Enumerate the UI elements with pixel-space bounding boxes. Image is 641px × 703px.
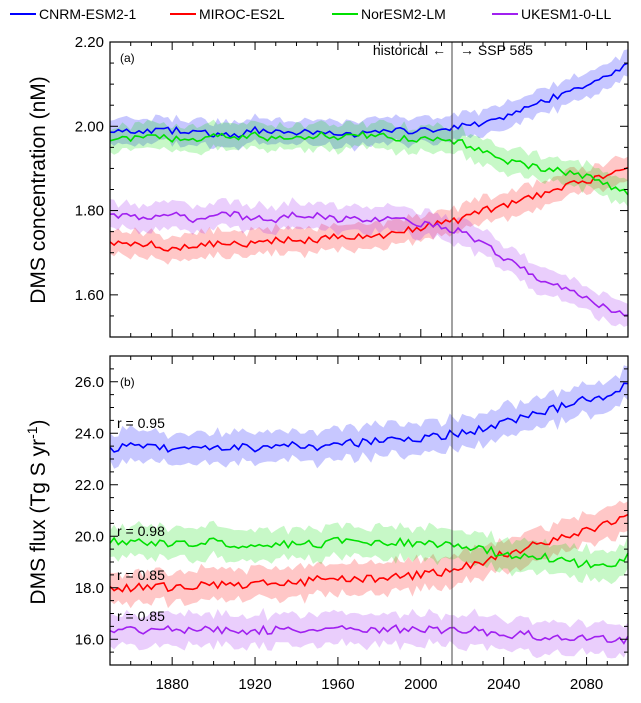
ytick-label-b: 18.0 <box>75 580 104 597</box>
band-a-noresm2-lm <box>110 119 628 207</box>
panel-b-ylabel-main: DMS flux (Tg S yr <box>27 439 50 605</box>
ytick-label-b: 26.0 <box>75 374 104 391</box>
xtick-label-b: 1920 <box>238 676 271 693</box>
band-a-cnrm-esm2-1 <box>110 49 628 152</box>
band-b-ukesm1-0-ll <box>110 607 628 659</box>
panel-b-ticks: 16.0 18.0 20.0 22.0 24.0 26.0 1880 1920 1960 2000… <box>75 355 629 693</box>
panel-a-lines <box>109 62 629 317</box>
series-line-b-noresm2-lm <box>109 536 629 569</box>
xtick-label-b: 2040 <box>487 676 520 693</box>
band-b-cnrm-esm2-1 <box>110 365 628 469</box>
panel-a-ticks: 1.60 1.80 2.00 2.20 <box>75 34 629 338</box>
panel-a-label: (a) <box>120 51 135 65</box>
xtick-label-b: 2000 <box>404 676 437 693</box>
ytick-label-b: 24.0 <box>75 425 104 442</box>
correlation-label: r = 0.98 <box>117 523 165 539</box>
band-b-noresm2-lm <box>110 520 628 585</box>
correlation-label: r = 0.85 <box>117 608 165 624</box>
series-line-a-ukesm1-0-ll <box>109 210 629 317</box>
correlation-label: r = 0.95 <box>117 415 165 431</box>
legend-label-ukesm: UKESM1-0-LL <box>521 6 611 22</box>
ssp-annotation: → SSP 585 <box>460 42 533 58</box>
series-line-a-miroc-es2l <box>109 166 629 252</box>
legend: CNRM-ESM2-1 MIROC-ES2L NorESM2-LM UKESM1… <box>10 6 611 22</box>
panel-a: 1.60 1.80 2.00 2.20 (a) historical ← → SSP … <box>27 34 629 338</box>
band-a-miroc-es2l <box>110 155 628 265</box>
band-b-miroc-es2l <box>110 500 628 609</box>
legend-label-miroc: MIROC-ES2L <box>199 6 285 22</box>
legend-label-cnrm: CNRM-ESM2-1 <box>39 6 136 22</box>
ytick-label-b: 22.0 <box>75 477 104 494</box>
series-line-b-miroc-es2l <box>109 513 629 593</box>
ytick-label-a: 2.20 <box>75 34 104 51</box>
xtick-label-b: 1880 <box>155 676 188 693</box>
ytick-label-a: 1.60 <box>75 287 104 304</box>
ytick-label-b: 20.0 <box>75 528 104 545</box>
panel-b-correlation-labels: r = 0.95 r = 0.98 r = 0.85 r = 0.85 <box>117 415 165 624</box>
panel-b: 16.0 18.0 20.0 22.0 24.0 26.0 1880 1920 1960 2000… <box>24 355 629 693</box>
panel-b-lines <box>109 382 629 645</box>
xtick-label-b: 1960 <box>321 676 354 693</box>
panel-a-bands <box>110 49 628 327</box>
panel-b-label: (b) <box>120 375 135 389</box>
band-a-ukesm1-0-ll <box>110 197 628 327</box>
series-line-a-cnrm-esm2-1 <box>109 62 629 139</box>
correlation-label: r = 0.85 <box>117 567 165 583</box>
panel-b-ylabel: DMS flux (Tg S yr-1) <box>24 419 50 604</box>
series-line-b-ukesm1-0-ll <box>109 624 629 645</box>
series-line-a-noresm2-lm <box>109 130 629 196</box>
legend-label-noresm: NorESM2-LM <box>361 6 446 22</box>
series-line-b-cnrm-esm2-1 <box>109 382 629 453</box>
panel-b-ylabel-end: ) <box>27 419 50 426</box>
ytick-label-b: 16.0 <box>75 631 104 648</box>
panel-b-bands <box>110 365 628 659</box>
panel-a-ylabel: DMS concentration (nM) <box>27 76 50 304</box>
xtick-label-b: 2080 <box>570 676 603 693</box>
historical-annotation: historical ← <box>373 42 446 58</box>
ytick-label-a: 2.00 <box>75 118 104 135</box>
ytick-label-a: 1.80 <box>75 203 104 220</box>
panel-b-ylabel-sup: -1 <box>24 426 40 439</box>
